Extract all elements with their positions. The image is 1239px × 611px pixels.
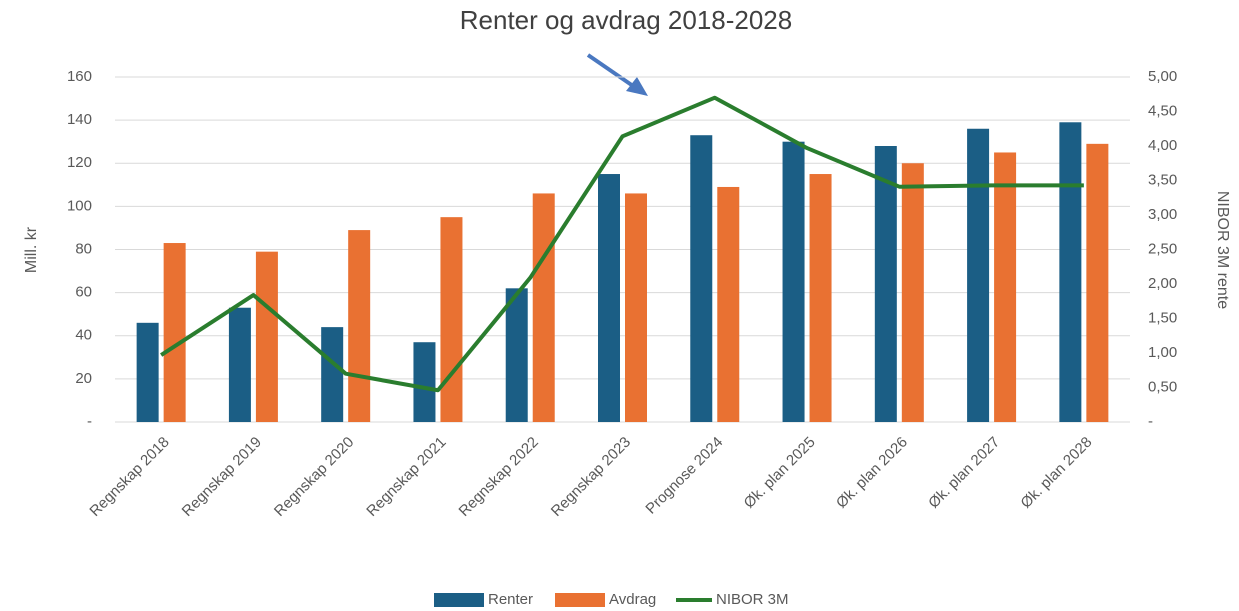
bar [874,146,897,422]
y2-tick-label: 2,50 [1148,240,1177,257]
annotation-arrow [586,53,648,96]
bar [809,174,832,422]
y2-tick-label: 1,00 [1148,344,1177,361]
bar [717,186,740,422]
bar [440,217,463,422]
y2-tick-label: 1,50 [1148,309,1177,326]
x-tick-label: Regnskap 2020 [271,434,357,520]
bar [532,193,555,422]
x-tick-label: Øk. plan 2025 [741,434,819,512]
y-tick-label: 80 [75,240,92,257]
legend-label: Avdrag [609,591,656,608]
x-tick-label: Øk. plan 2026 [833,434,911,512]
bar [348,230,371,422]
x-tick-label: Prognose 2024 [642,434,726,518]
bar [1086,143,1109,422]
legend-label: NIBOR 3M [716,591,789,608]
y2-tick-label: 5,00 [1148,68,1177,85]
bar [255,251,278,422]
y2-tick-label: 2,00 [1148,275,1177,292]
bar [690,135,713,422]
bar [967,128,990,422]
line [160,95,1084,393]
y-tick-label: 60 [75,284,92,301]
bar [994,152,1017,422]
bar [228,307,251,422]
x-tick-label: Øk. plan 2028 [1017,434,1095,512]
y2-tick-label: 3,00 [1148,206,1177,223]
x-tick-label: Regnskap 2022 [456,434,542,520]
y2-tick-label: 0,50 [1148,378,1177,395]
y-tick-label: 20 [75,370,92,387]
y2-tick-label: - [1148,413,1153,430]
legend-swatch [555,593,605,607]
y-tick-label: - [87,413,92,430]
bar [505,288,528,422]
legend-label: Renter [488,591,533,608]
legend-swatch [434,593,484,607]
chart-title: Renter og avdrag 2018-2028 [460,5,792,35]
y-tick-label: 120 [67,154,92,171]
x-tick-label: Øk. plan 2027 [925,434,1003,512]
y2-axis-title: NIBOR 3M rente [1214,191,1231,309]
y2-tick-label: 4,50 [1148,102,1177,119]
y2-tick-label: 3,50 [1148,171,1177,188]
bar [598,174,620,422]
bar [782,141,805,422]
y-tick-label: 100 [67,197,92,214]
bar [625,193,647,422]
y-axis-title: Mill. kr [23,226,40,273]
y-tick-label: 40 [75,327,92,344]
bar [136,322,159,422]
bar [163,243,186,422]
x-tick-label: Regnskap 2023 [548,434,634,520]
bar [1059,122,1082,422]
y-tick-label: 160 [67,68,92,85]
x-tick-label: Regnskap 2021 [363,434,449,520]
bar [413,342,436,422]
x-tick-label: Regnskap 2019 [179,434,265,520]
y-tick-label: 140 [67,111,92,128]
y2-tick-label: 4,00 [1148,137,1177,154]
x-tick-label: Regnskap 2018 [86,434,172,520]
bar [901,163,924,422]
bar [321,327,344,422]
